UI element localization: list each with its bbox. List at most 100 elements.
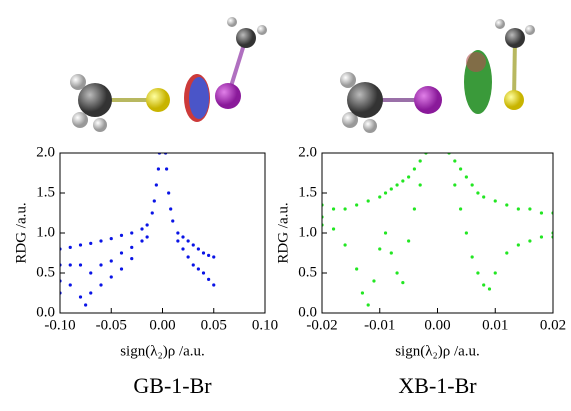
- point: [367, 199, 370, 202]
- point: [344, 207, 347, 210]
- point: [540, 211, 543, 214]
- caption: XB-1-Br: [398, 373, 477, 398]
- x-tick-label: 0.05: [201, 317, 227, 333]
- figure: -0.10-0.050.000.050.100.00.51.01.52.0sig…: [0, 0, 571, 411]
- point: [69, 246, 72, 249]
- point: [176, 231, 179, 234]
- point: [120, 267, 123, 270]
- point: [465, 231, 468, 234]
- point: [517, 243, 520, 246]
- point: [540, 235, 543, 238]
- axes-frame: [322, 153, 553, 313]
- point: [453, 183, 456, 186]
- point: [130, 246, 133, 249]
- y-tick-label: 1.5: [36, 184, 55, 200]
- point: [494, 199, 497, 202]
- point: [151, 211, 154, 214]
- point: [110, 275, 113, 278]
- point: [384, 231, 387, 234]
- point: [528, 239, 531, 242]
- molecule-xb: [340, 19, 535, 133]
- point: [361, 291, 364, 294]
- point: [120, 234, 123, 237]
- point: [384, 191, 387, 194]
- y-tick-label: 2.0: [298, 144, 317, 160]
- point: [476, 271, 479, 274]
- axes-frame: [60, 153, 265, 313]
- point: [69, 263, 72, 266]
- point: [197, 247, 200, 250]
- y-tick-label: 2.0: [36, 144, 55, 160]
- point: [157, 167, 160, 170]
- x-tick-label: -0.01: [364, 317, 395, 333]
- point: [155, 183, 158, 186]
- point: [212, 283, 215, 286]
- point: [130, 257, 133, 260]
- point: [176, 239, 179, 242]
- point: [207, 278, 210, 281]
- point: [413, 167, 416, 170]
- x-tick-label: 0.02: [540, 317, 566, 333]
- point: [192, 243, 195, 246]
- point: [419, 183, 422, 186]
- x-tick-label: 0.00: [424, 317, 450, 333]
- point: [390, 251, 393, 254]
- point: [187, 239, 190, 242]
- y-tick-label: 0.5: [36, 264, 55, 280]
- point: [165, 167, 168, 170]
- point: [407, 175, 410, 178]
- point: [505, 203, 508, 206]
- y-axis-label: RDG /a.u.: [13, 202, 29, 263]
- point: [69, 283, 72, 286]
- point: [153, 199, 156, 202]
- point: [465, 175, 468, 178]
- point: [482, 195, 485, 198]
- x-tick-label: 0.00: [149, 317, 175, 333]
- point: [197, 267, 200, 270]
- plot-area: [58, 151, 215, 306]
- point: [494, 271, 497, 274]
- point: [401, 281, 404, 284]
- point: [140, 239, 143, 242]
- point: [207, 254, 210, 257]
- point: [355, 203, 358, 206]
- point: [99, 283, 102, 286]
- point: [471, 255, 474, 258]
- plot-area: [320, 151, 554, 306]
- point: [476, 191, 479, 194]
- y-tick-label: 0.5: [298, 264, 317, 280]
- caption: GB-1-Br: [133, 373, 212, 398]
- point: [355, 267, 358, 270]
- x-axis-label: sign(λ₂)ρ /a.u.: [395, 343, 480, 359]
- x-tick-label: 0.01: [482, 317, 508, 333]
- point: [110, 237, 113, 240]
- point: [146, 223, 149, 226]
- point: [344, 243, 347, 246]
- point: [202, 271, 205, 274]
- point: [528, 207, 531, 210]
- point: [212, 255, 215, 258]
- y-tick-label: 1.5: [298, 184, 317, 200]
- point: [413, 207, 416, 210]
- point: [187, 255, 190, 258]
- point: [169, 207, 172, 210]
- point: [505, 251, 508, 254]
- molecule-gb: [70, 17, 267, 132]
- point: [140, 227, 143, 230]
- point: [482, 283, 485, 286]
- point: [79, 263, 82, 266]
- point: [89, 291, 92, 294]
- point: [390, 187, 393, 190]
- point: [120, 251, 123, 254]
- point: [419, 159, 422, 162]
- y-tick-label: 1.0: [36, 224, 55, 240]
- x-tick-label: 0.10: [252, 317, 278, 333]
- point: [110, 259, 113, 262]
- point: [459, 207, 462, 210]
- point: [372, 279, 375, 282]
- point: [395, 271, 398, 274]
- point: [367, 303, 370, 306]
- point: [192, 263, 195, 266]
